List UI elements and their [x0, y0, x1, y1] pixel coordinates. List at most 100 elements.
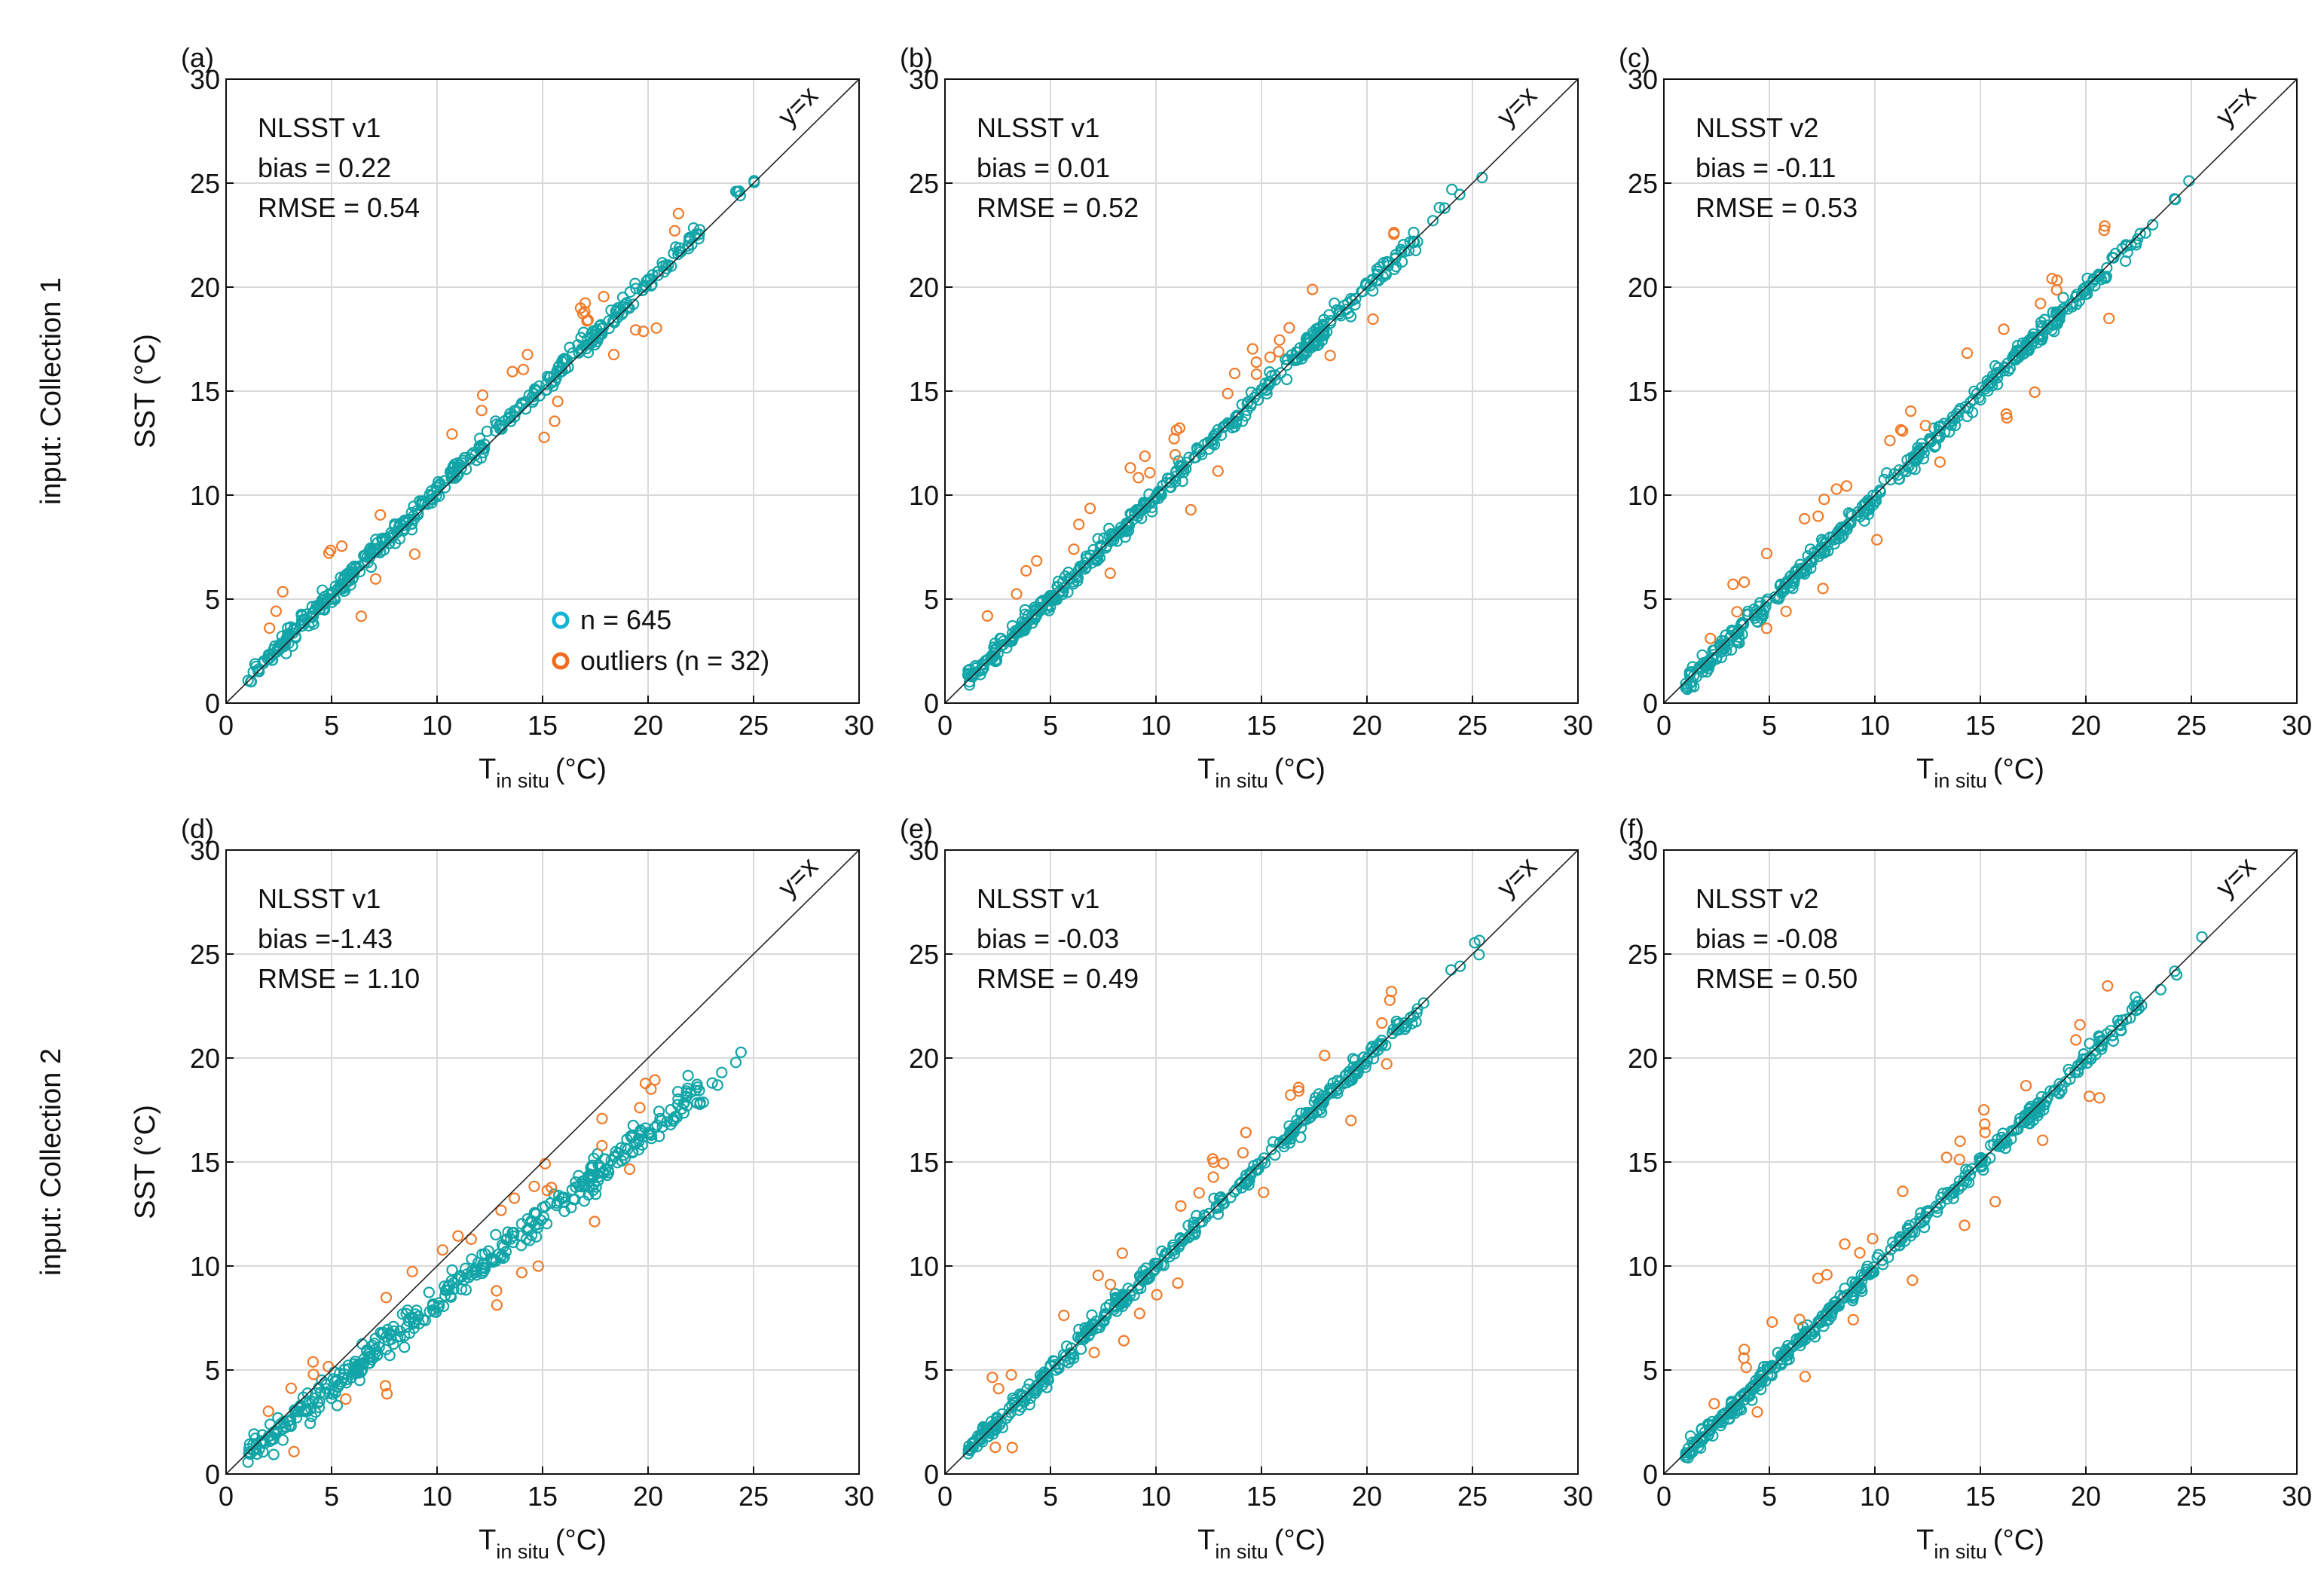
- data-point: [1178, 463, 1190, 476]
- y-tick-label: 10: [190, 480, 220, 511]
- data-point: [706, 1077, 718, 1089]
- data-point: [1108, 1303, 1121, 1316]
- model-name: NLSST v1: [977, 112, 1099, 143]
- data-point: [2121, 1013, 2133, 1026]
- x-tick-label: 30: [2282, 1481, 2312, 1512]
- outlier-point: [1907, 1274, 1919, 1286]
- y-tick-label: 0: [924, 688, 939, 719]
- x-axis-label-unit: (°C): [1274, 754, 1326, 785]
- data-point: [1096, 1316, 1109, 1329]
- data-point: [540, 1218, 553, 1230]
- data-point: [1925, 434, 1937, 446]
- data-point: [1686, 661, 1699, 673]
- data-point: [375, 546, 387, 558]
- data-point: [1787, 583, 1799, 595]
- outlier-point: [552, 396, 564, 408]
- data-point: [711, 1079, 723, 1091]
- data-point: [1934, 1197, 1946, 1210]
- data-point: [537, 1211, 550, 1223]
- data-point: [521, 1224, 533, 1236]
- x-tick-label: 20: [2071, 710, 2101, 741]
- data-point: [405, 524, 418, 536]
- outlier-point: [2093, 1092, 2105, 1104]
- data-point: [1433, 201, 1445, 214]
- data-point: [255, 1436, 267, 1448]
- x-tick-label: 30: [844, 1481, 874, 1512]
- x-axis-label-unit: (°C): [1993, 754, 2044, 785]
- outlier-point: [1727, 578, 1739, 591]
- x-tick-label: 20: [1352, 1481, 1382, 1512]
- data-point: [439, 482, 451, 494]
- outlier-point: [2099, 220, 2111, 232]
- y-tick-label: 25: [1628, 939, 1658, 970]
- outlier-point: [375, 509, 387, 521]
- data-point: [1845, 1290, 1858, 1302]
- data-point: [2101, 1028, 2113, 1040]
- data-point: [349, 1355, 361, 1368]
- outlier-point: [1292, 1081, 1304, 1093]
- data-point: [1146, 506, 1158, 518]
- data-point: [1729, 628, 1741, 641]
- data-point: [678, 1097, 690, 1109]
- data-point: [1787, 577, 1800, 589]
- data-point: [1910, 455, 1922, 467]
- data-point: [582, 347, 595, 359]
- identity-line: [1663, 849, 2298, 1475]
- data-point: [1917, 442, 1929, 454]
- data-point: [1982, 378, 1994, 390]
- x-tick-label: 20: [1352, 710, 1382, 741]
- data-point: [1946, 1186, 1958, 1198]
- outlier-point: [1169, 448, 1182, 461]
- data-point: [1100, 1301, 1112, 1314]
- data-point: [693, 1084, 705, 1096]
- x-axis-label: Tin situ (°C): [479, 1524, 607, 1563]
- data-point: [365, 1353, 378, 1365]
- data-point: [1841, 523, 1853, 535]
- y-tick-label: 0: [1643, 688, 1658, 719]
- outlier-point: [1092, 1269, 1104, 1282]
- outlier-point: [1760, 622, 1772, 635]
- bias-value: bias = 0.22: [258, 152, 391, 183]
- outlier-point: [307, 1369, 320, 1381]
- data-point: [1019, 604, 1031, 616]
- outlier-point: [452, 1230, 464, 1242]
- data-point: [605, 304, 617, 317]
- data-point: [1812, 545, 1824, 558]
- y-tick-label: 30: [909, 64, 939, 95]
- data-point: [1047, 592, 1059, 604]
- outlier-point: [1118, 1335, 1130, 1347]
- x-tick-label: 10: [1860, 710, 1890, 741]
- outlier-point: [1385, 986, 1398, 998]
- outlier-point: [1283, 322, 1295, 334]
- outlier-point: [1073, 518, 1085, 531]
- data-point: [1698, 659, 1710, 671]
- outlier-point: [517, 363, 530, 375]
- outlier-point: [277, 586, 289, 598]
- data-point: [1040, 1371, 1052, 1383]
- bias-value: bias =-1.43: [258, 923, 393, 954]
- data-point: [642, 274, 654, 286]
- outlier-point: [1894, 424, 1907, 436]
- data-point: [1704, 1425, 1716, 1437]
- outlier-point: [1830, 483, 1842, 495]
- y-tick-label: 5: [924, 1355, 939, 1386]
- x-axis-label: Tin situ (°C): [1197, 754, 1326, 792]
- data-point: [1150, 1258, 1162, 1270]
- data-point: [1683, 1447, 1696, 1459]
- data-point: [508, 1226, 520, 1239]
- panel-label: (e): [900, 813, 933, 844]
- data-point: [1234, 1178, 1246, 1191]
- outlier-point: [2070, 1034, 2082, 1046]
- data-point: [1031, 1384, 1043, 1396]
- data-point: [1738, 618, 1750, 630]
- data-point: [479, 1248, 491, 1260]
- data-point: [1188, 1222, 1201, 1234]
- data-point: [686, 238, 698, 250]
- outlier-point: [1228, 367, 1241, 380]
- data-point: [1446, 183, 1458, 195]
- identity-line: [944, 849, 1579, 1475]
- data-point: [1874, 484, 1886, 497]
- data-point: [2093, 271, 2105, 283]
- data-point: [1707, 651, 1719, 664]
- data-point: [662, 259, 674, 271]
